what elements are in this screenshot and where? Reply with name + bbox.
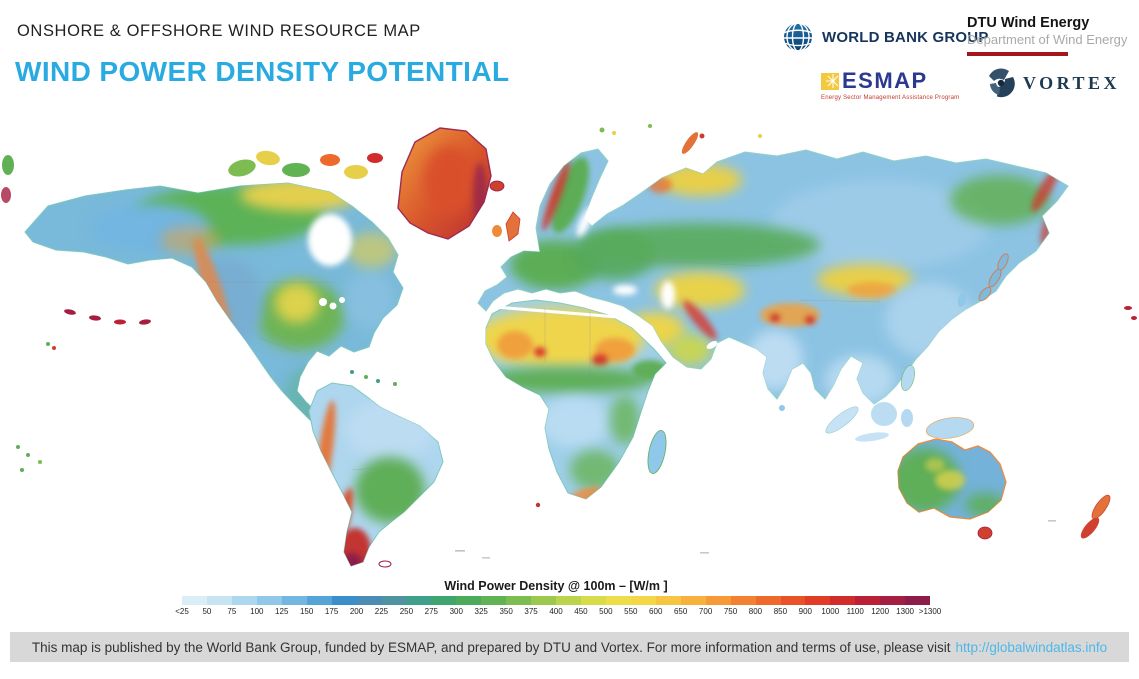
legend-ticks: <25 50 75 100 125 150 175 200 225 250 275 300 325 350… xyxy=(175,607,942,616)
sun-icon xyxy=(821,72,839,90)
dtu-title: DTU Wind Energy xyxy=(967,15,1090,31)
vortex-logo: VORTEX xyxy=(987,68,1120,98)
vortex-label: VORTEX xyxy=(1023,72,1121,93)
esmap-label: ESMAP xyxy=(842,68,928,93)
world-bank-label: WORLD BANK GROUP xyxy=(822,28,989,46)
page-title: WIND POWER DENSITY POTENTIAL xyxy=(15,56,510,87)
legend-scale xyxy=(182,596,931,605)
dtu-red-bar xyxy=(967,52,1068,56)
esmap-logo: ESMAP Energy Sector Management Assistanc… xyxy=(821,68,959,101)
globe-icon xyxy=(784,22,812,52)
dtu-logo: DTU Wind Energy Department of Wind Energ… xyxy=(967,15,1127,56)
footer-link[interactable]: http://globalwindatlas.info xyxy=(955,639,1108,655)
legend-title: Wind Power Density @ 100m – [W/m ] xyxy=(444,579,668,593)
esmap-tagline: Energy Sector Management Assistance Prog… xyxy=(821,95,960,101)
world-bank-logo: WORLD BANK GROUP xyxy=(781,20,989,54)
header-kicker: ONSHORE & OFFSHORE WIND RESOURCE MAP xyxy=(17,22,421,40)
footer-bar: This map is published by the World Bank … xyxy=(10,632,1129,662)
footer-text: This map is published by the World Bank … xyxy=(31,639,951,655)
vortex-swirl-icon xyxy=(989,68,1015,98)
dtu-subtitle: Department of Wind Energy xyxy=(967,32,1128,47)
